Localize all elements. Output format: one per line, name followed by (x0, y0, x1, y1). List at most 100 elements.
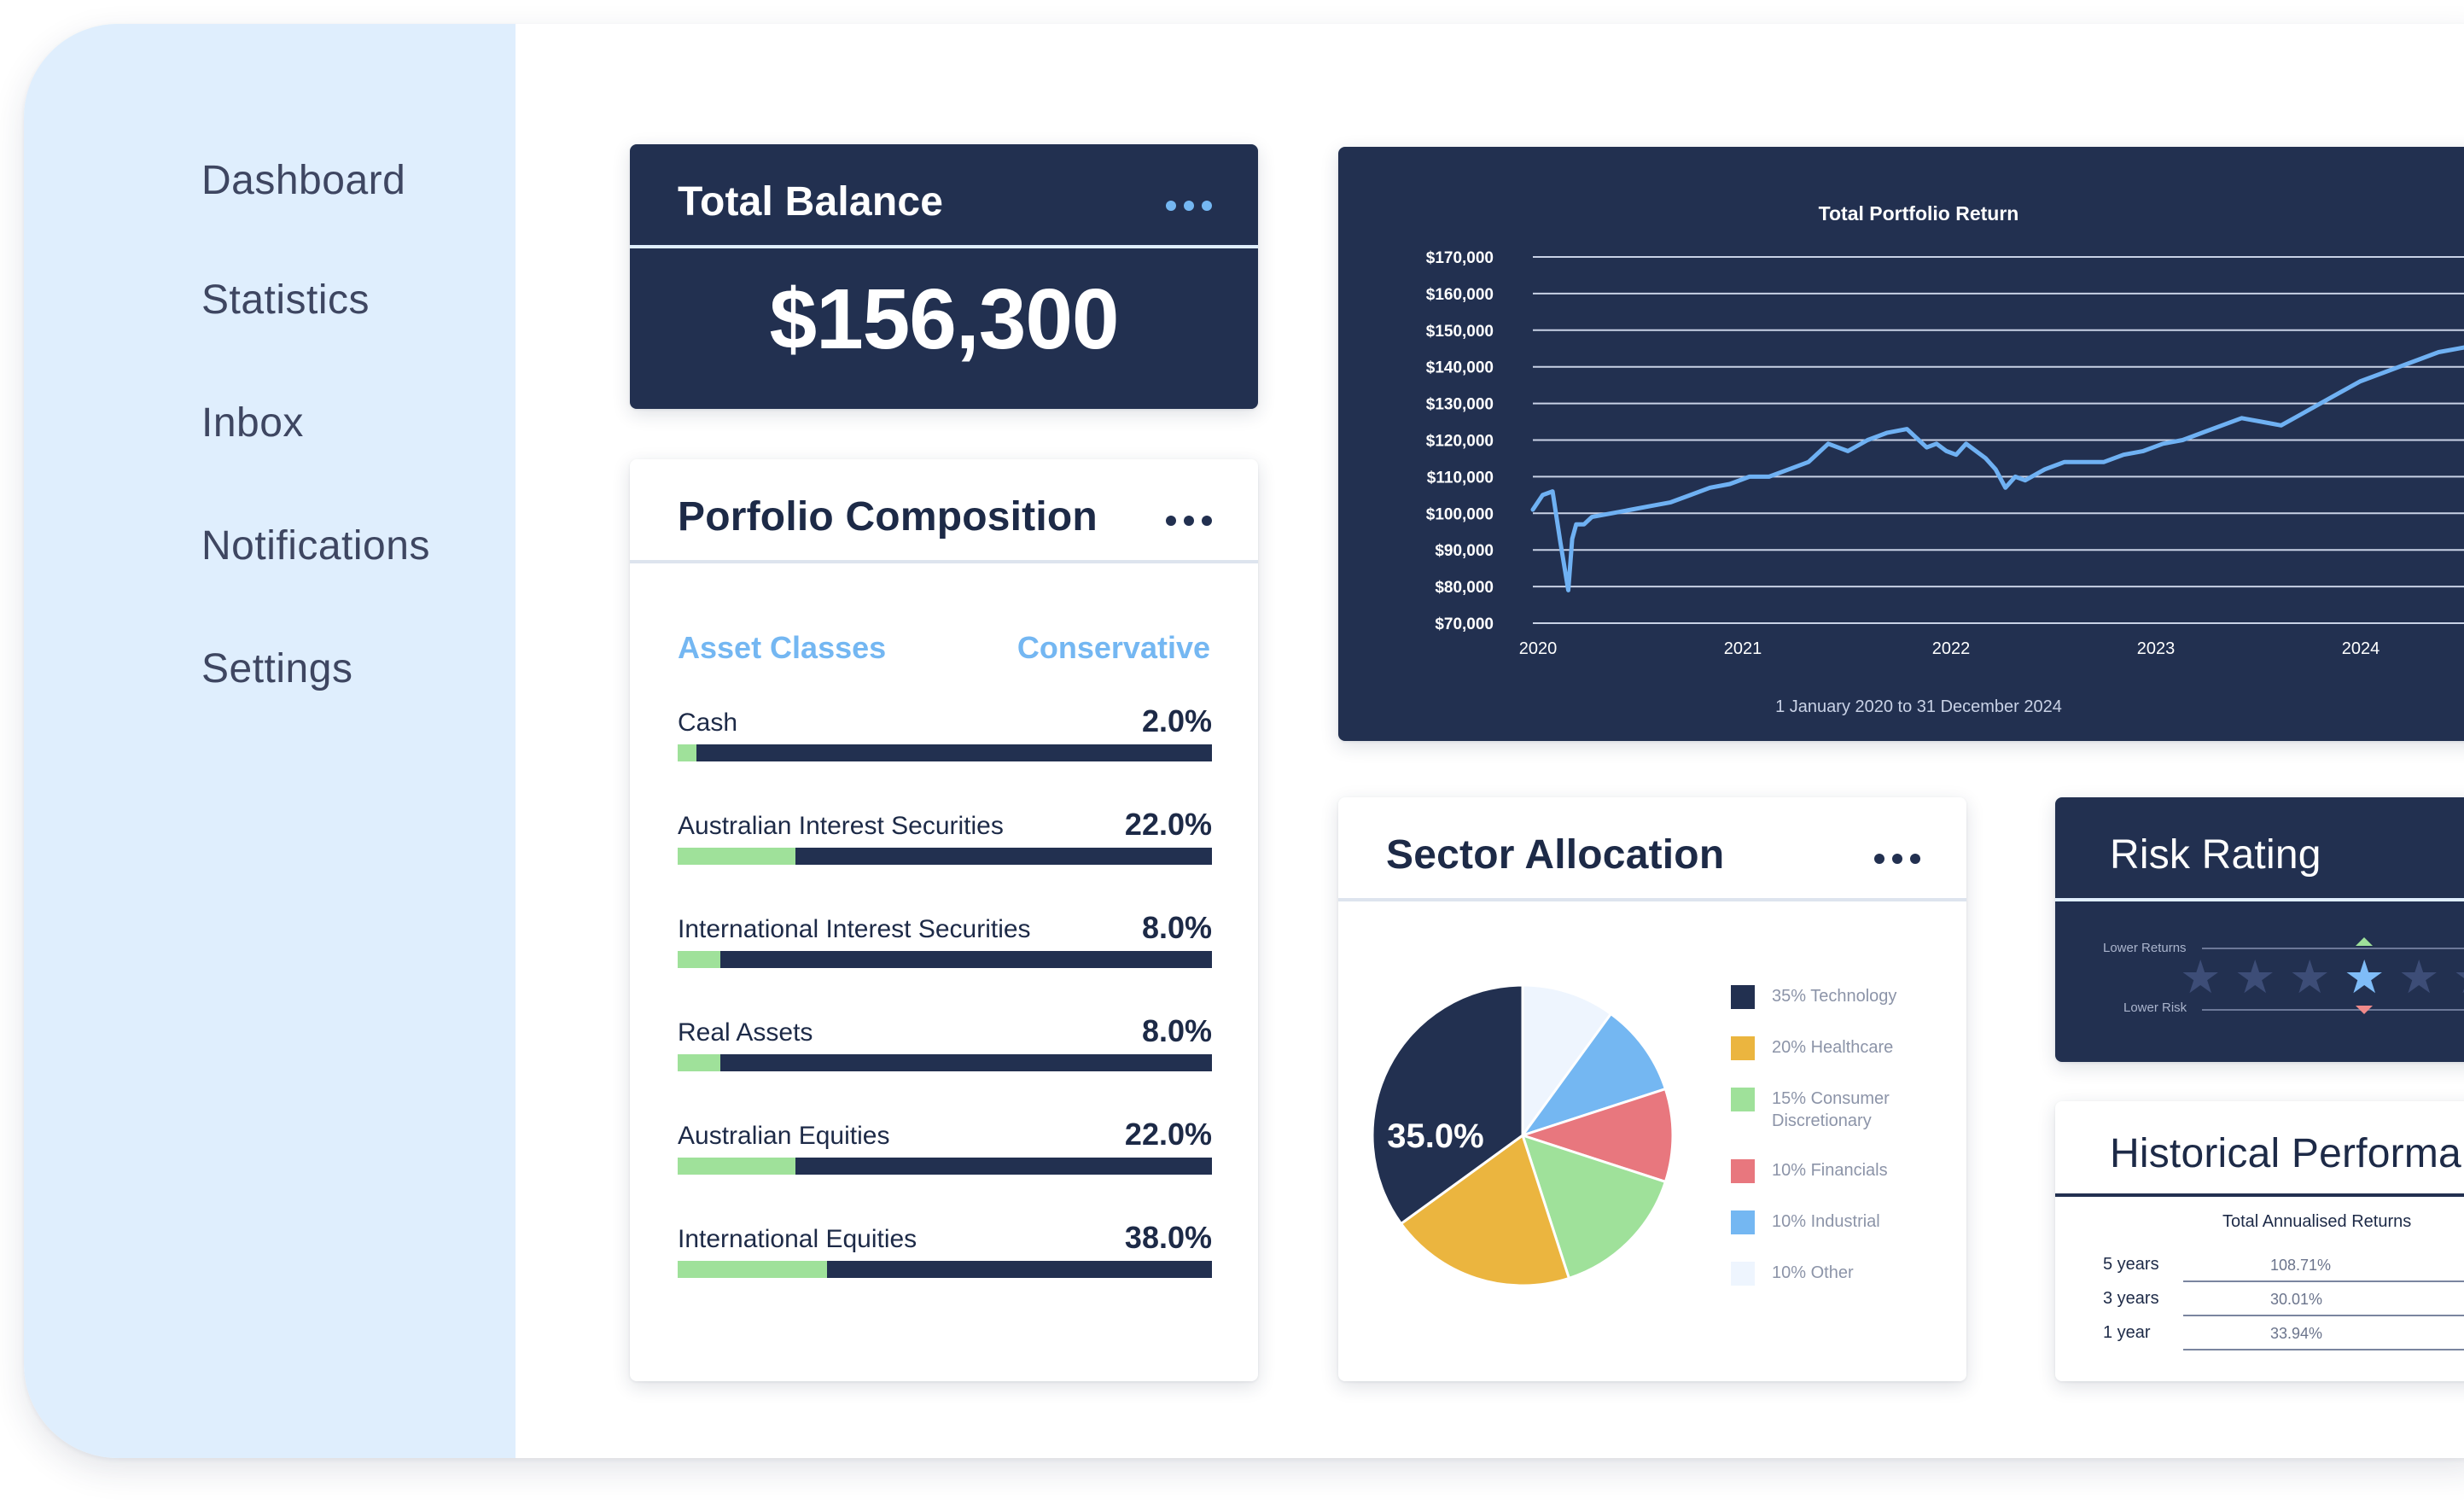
chart-title: Total Portfolio Return (1819, 202, 2019, 225)
x-tick-label: 2024 (2342, 639, 2380, 658)
legend-swatch (1731, 1262, 1755, 1286)
pie-slice[interactable] (1399, 1133, 1571, 1287)
allocation-bar-fill (678, 1054, 721, 1071)
app-window: Dashboard Statistics Inbox Notifications… (24, 24, 2464, 1458)
legend-label: 10% Financials (1772, 1161, 1888, 1180)
total-balance-amount: $156,300 (769, 271, 1119, 367)
sidebar: Dashboard Statistics Inbox Notifications… (24, 24, 516, 1458)
asset-class-percentage: 22.0% (1124, 807, 1212, 842)
pie-center-label: 35.0% (1387, 1117, 1483, 1155)
y-tick-label: $120,000 (1426, 433, 1494, 451)
lower-returns-label: Lower Returns (2103, 941, 2187, 955)
lower-risk-label: Lower Risk (2123, 1000, 2187, 1015)
more-options-icon[interactable] (1166, 516, 1212, 526)
asset-class-name: Real Assets (678, 1018, 813, 1047)
chart-subtitle: 1 January 2020 to 31 December 2024 (1775, 697, 2062, 716)
risk-star-icon: ★ (2180, 952, 2222, 1003)
period-cell: 1 year (2103, 1323, 2151, 1342)
legend-item: 10% Financials (1731, 1159, 1925, 1183)
sidebar-item-notifications[interactable]: Notifications (201, 523, 430, 569)
risk-star-icon: ★ (2453, 954, 2464, 1000)
risk-rating-title: Risk Rating (2110, 832, 2321, 878)
y-tick-label: $170,000 (1426, 249, 1494, 267)
divider (2055, 898, 2464, 901)
triangle-down-icon (2356, 1006, 2373, 1014)
allocation-bar-fill (678, 1261, 828, 1278)
asset-class-name: Cash (678, 709, 738, 737)
allocation-bar (678, 1054, 1212, 1071)
allocation-bar (678, 848, 1212, 865)
legend-item: 15% Consumer Discretionary (1731, 1088, 1925, 1132)
pie-slice[interactable] (1371, 983, 1524, 1226)
row-divider (2183, 1280, 2464, 1282)
asset-class-percentage: 8.0% (1141, 1013, 1212, 1048)
x-tick-label: 2022 (1932, 639, 1971, 658)
legend-label: 15% Consumer Discretionary (1772, 1089, 1890, 1130)
historical-performance-title: Historical Performanc (2110, 1131, 2464, 1176)
divider (2055, 1193, 2464, 1197)
total-balance-title: Total Balance (678, 179, 944, 225)
y-tick-label: $110,000 (1427, 469, 1494, 487)
asset-class-name: Australian Interest Securities (678, 812, 1004, 840)
asset-class-name: International Interest Securities (678, 915, 1031, 943)
divider (1338, 898, 1966, 901)
series-line (1530, 345, 2464, 592)
sidebar-item-settings[interactable]: Settings (201, 646, 353, 691)
more-options-icon[interactable] (1166, 201, 1212, 211)
allocation-bar-fill (678, 744, 696, 761)
asset-class-percentage: 38.0% (1124, 1220, 1212, 1255)
sidebar-item-inbox[interactable]: Inbox (201, 400, 304, 446)
portfolio-return-chart: Total Portfolio Return $170,000 $160,000 $1… (1426, 202, 2464, 716)
period-cell: 3 years (2103, 1289, 2159, 1308)
allocation-bar (678, 951, 1212, 968)
y-tick-label: $100,000 (1426, 505, 1494, 523)
pie-slice[interactable] (1521, 983, 1613, 1140)
asset-classes-header: Asset Classes (678, 630, 887, 665)
sector-allocation-title: Sector Allocation (1386, 832, 1725, 878)
risk-star-icon: ★ (2398, 952, 2440, 1003)
legend-label: 20% Healthcare (1772, 1038, 1894, 1057)
allocation-bar (678, 1261, 1212, 1278)
legend-swatch (1731, 1036, 1755, 1060)
asset-class-percentage: 22.0% (1124, 1117, 1212, 1152)
row-divider (2183, 1315, 2464, 1316)
legend-label: 35% Technology (1772, 987, 1897, 1006)
legend-swatch (1731, 985, 1755, 1009)
return-value-cell: 30.01% (2270, 1291, 2323, 1308)
x-tick-label: 2021 (1724, 639, 1762, 658)
sidebar-item-dashboard[interactable]: Dashboard (201, 158, 406, 203)
asset-class-percentage: 2.0% (1141, 703, 1212, 738)
legend-item: 20% Healthcare (1731, 1036, 1925, 1060)
more-options-icon[interactable] (1874, 854, 1920, 864)
legend-swatch (1731, 1088, 1755, 1111)
risk-star-icon: ★ (2289, 952, 2331, 1003)
legend-item: 10% Industrial (1731, 1210, 1925, 1234)
divider (630, 245, 1258, 248)
y-tick-label: $150,000 (1426, 323, 1494, 341)
portfolio-composition-title: Porfolio Composition (678, 494, 1098, 540)
portfolio-return-card: Total Portfolio Return $170,000 $160,000 $1… (1338, 147, 2464, 741)
y-tick-label: $140,000 (1426, 359, 1494, 377)
risk-star-icon: ★ (2234, 952, 2276, 1003)
sector-allocation-card: Sector Allocation 35.0% 35% Technology 20… (1338, 797, 1966, 1381)
y-tick-label: $80,000 (1435, 579, 1494, 597)
legend-label: 10% Industrial (1772, 1212, 1880, 1231)
allocation-bar-fill (678, 951, 721, 968)
asset-class-percentage: 8.0% (1141, 910, 1212, 945)
sidebar-item-statistics[interactable]: Statistics (201, 277, 370, 323)
risk-scale-line (2202, 1009, 2464, 1011)
y-tick-label: $160,000 (1426, 286, 1494, 304)
triangle-up-icon (2356, 937, 2373, 946)
legend-item: 10% Other (1731, 1262, 1925, 1286)
asset-class-name: International Equities (678, 1225, 917, 1253)
y-tick-label: $70,000 (1435, 615, 1494, 633)
column-header-total-annualised-returns: Total Annualised Returns (2222, 1212, 2412, 1231)
y-tick-label: $130,000 (1426, 396, 1494, 414)
allocation-bar (678, 1158, 1212, 1175)
risk-profile-header[interactable]: Conservative (1016, 630, 1210, 665)
risk-star-icon: ★ (2344, 952, 2385, 1003)
pie-slice[interactable] (1518, 1087, 1675, 1184)
pie-slice[interactable] (1519, 1012, 1668, 1138)
divider (630, 560, 1258, 563)
total-balance-card: Total Balance $156,300 (630, 144, 1258, 409)
